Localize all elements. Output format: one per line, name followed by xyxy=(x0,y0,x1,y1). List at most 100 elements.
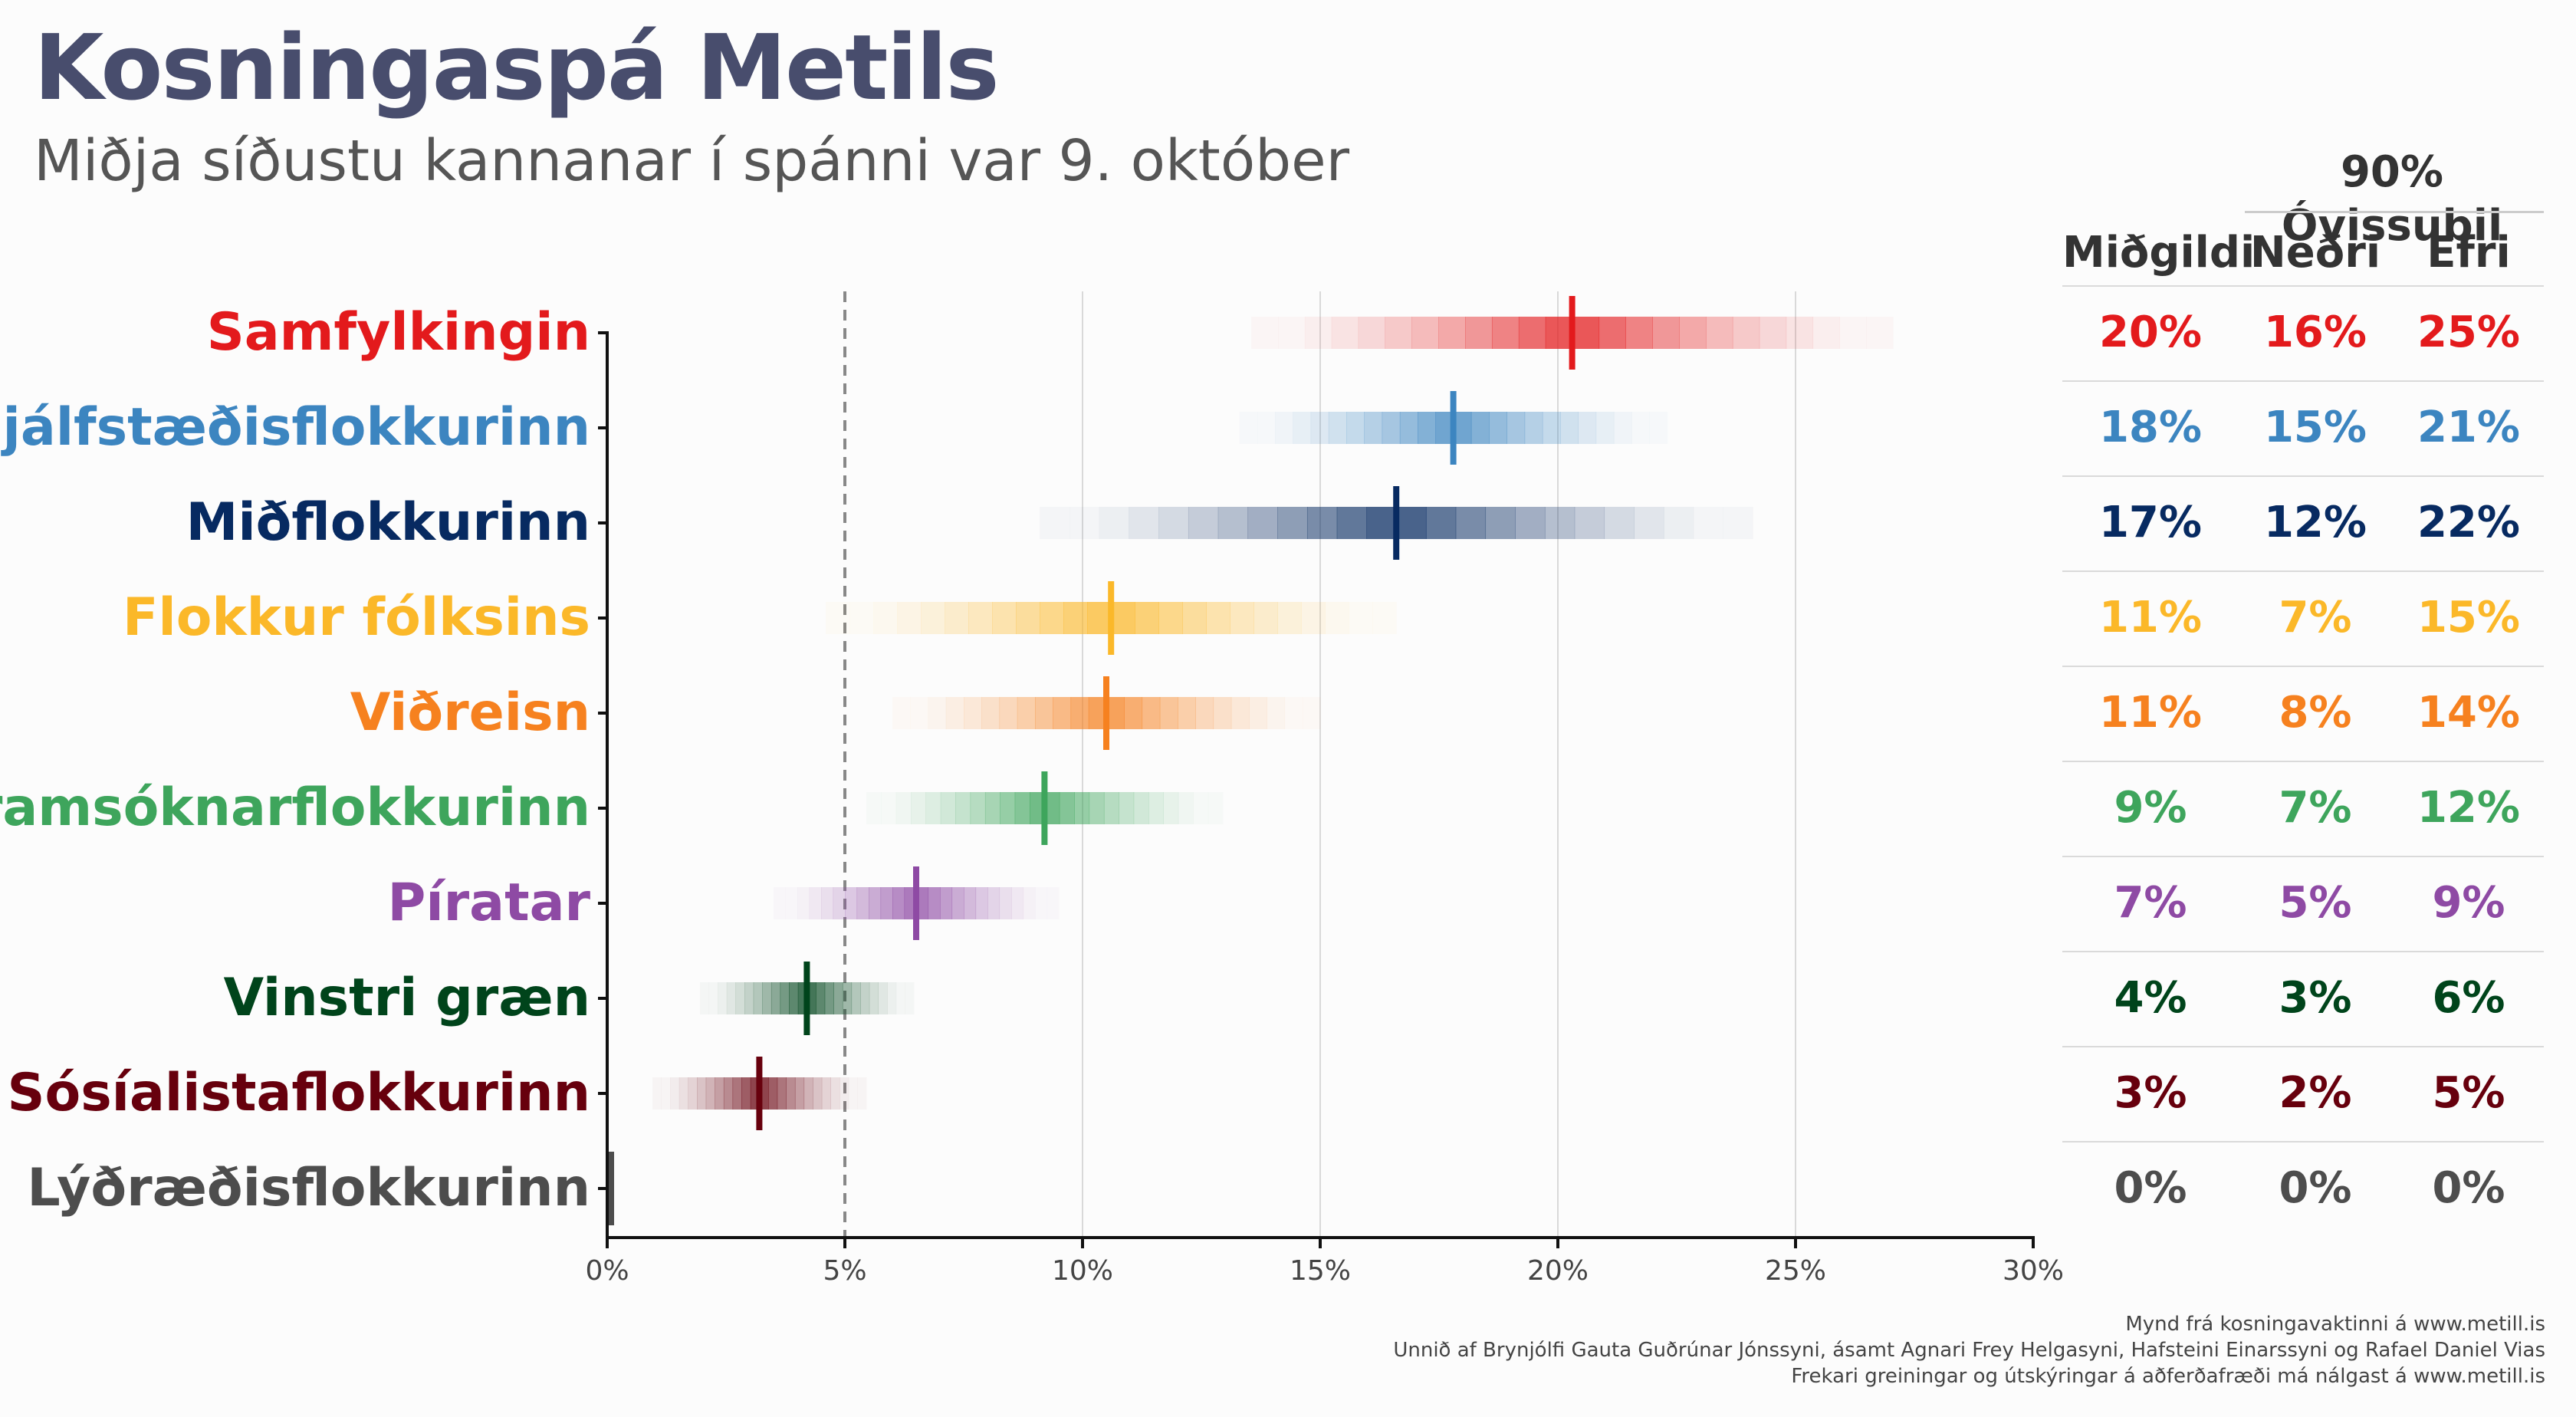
interval-segment xyxy=(803,1077,813,1110)
interval-segment xyxy=(1133,792,1149,824)
party-label: Flokkur fólksins xyxy=(122,587,590,648)
interval-segment xyxy=(856,887,869,919)
median-cell: 11% xyxy=(2098,688,2203,738)
interval-segment xyxy=(860,982,870,1014)
footer-line-2: Unnið af Brynjólfi Gauta Guðrúnar Jónssy… xyxy=(1393,1339,2545,1362)
interval-segment xyxy=(1195,697,1214,729)
interval-segment xyxy=(794,1077,805,1110)
interval-segment xyxy=(833,887,846,919)
x-tick-label: 20% xyxy=(1527,1255,1589,1287)
interval-segment xyxy=(1074,792,1090,824)
interval-segment xyxy=(709,982,718,1014)
interval-segment xyxy=(964,887,977,919)
interval-segment xyxy=(1385,317,1412,349)
interval-segment xyxy=(849,1077,858,1110)
interval-segment xyxy=(715,1077,724,1110)
interval-segment xyxy=(797,887,810,919)
median-cell: 11% xyxy=(2098,593,2203,643)
interval-segment xyxy=(786,1077,796,1110)
interval-segment xyxy=(905,982,914,1014)
interval-segment xyxy=(744,982,754,1014)
table-row-divider xyxy=(2062,856,2544,857)
interval-segment xyxy=(1372,602,1397,634)
interval-segment xyxy=(1089,792,1105,824)
interval-segment xyxy=(1346,412,1365,444)
interval-segment xyxy=(824,982,834,1014)
interval-segment xyxy=(1336,507,1368,539)
interval-segment xyxy=(726,982,736,1014)
interval-segment xyxy=(880,887,893,919)
interval-segment xyxy=(1040,602,1064,634)
interval-segment xyxy=(968,602,993,634)
interval-segment xyxy=(895,792,912,824)
interval-segment xyxy=(1425,507,1457,539)
interval-segment xyxy=(1099,507,1130,539)
interval-segment xyxy=(1303,697,1321,729)
median-column-header: Miðgildi xyxy=(2062,228,2256,278)
lower-cell: 8% xyxy=(2279,688,2352,738)
lower-cell: 0% xyxy=(2279,1163,2352,1213)
interval-segment xyxy=(866,792,882,824)
interval-segment xyxy=(1158,602,1183,634)
interval-segment xyxy=(1129,507,1159,539)
interval-segment xyxy=(809,887,822,919)
lower-cell: 2% xyxy=(2279,1068,2352,1118)
interval-segment xyxy=(688,1077,698,1110)
interval-segment xyxy=(1275,412,1293,444)
interval-segment xyxy=(984,792,1001,824)
interval-segment xyxy=(1435,412,1454,444)
interval-segment xyxy=(1230,602,1254,634)
median-cell: 18% xyxy=(2098,403,2203,452)
interval-segment xyxy=(1364,412,1383,444)
interval-segment xyxy=(857,1077,866,1110)
interval-segment xyxy=(1000,792,1016,824)
interval-segment xyxy=(921,602,945,634)
footer-line-1: Mynd frá kosningavaktinni á www.metill.i… xyxy=(2125,1313,2545,1336)
interval-segment xyxy=(987,887,1001,919)
interval-segment xyxy=(1470,412,1490,444)
median-cell: 0% xyxy=(2114,1163,2187,1213)
interval-segment xyxy=(1349,602,1373,634)
interval-segment xyxy=(1366,507,1397,539)
interval-segment xyxy=(1023,887,1036,919)
interval-segment xyxy=(951,887,964,919)
interval-segment xyxy=(873,602,898,634)
interval-segment xyxy=(1070,697,1089,729)
interval-segment xyxy=(1310,412,1329,444)
interval-segment xyxy=(1694,507,1723,539)
interval-segment xyxy=(816,982,826,1014)
interval-segment xyxy=(1277,507,1308,539)
lower-cell: 16% xyxy=(2263,307,2367,357)
interval-segment xyxy=(813,1077,823,1110)
interval-segment xyxy=(1382,412,1401,444)
interval-segment xyxy=(916,887,929,919)
interval-segment xyxy=(999,887,1012,919)
interval-segment xyxy=(1598,317,1626,349)
interval-segment xyxy=(670,1077,680,1110)
interval-segment xyxy=(1524,412,1543,444)
interval-segment xyxy=(1574,507,1605,539)
interval-segment xyxy=(928,697,947,729)
table-row-divider xyxy=(2062,1141,2544,1142)
interval-segment xyxy=(1604,507,1635,539)
interval-segment xyxy=(1358,317,1386,349)
interval-segment xyxy=(1839,317,1866,349)
interval-segment xyxy=(896,982,905,1014)
interval-segment xyxy=(1159,697,1178,729)
interval-segment xyxy=(735,982,745,1014)
interval-segment xyxy=(700,982,709,1014)
interval-segment xyxy=(897,602,922,634)
interval-segment xyxy=(925,792,941,824)
interval-segment xyxy=(1732,317,1760,349)
interval-segment xyxy=(1465,317,1493,349)
interval-segment xyxy=(1251,317,1278,349)
interval-segment xyxy=(845,887,858,919)
interval-segment xyxy=(1544,507,1576,539)
table-row-divider xyxy=(2062,666,2544,667)
interval-segment xyxy=(970,792,986,824)
interval-segment xyxy=(1418,412,1436,444)
interval-segment xyxy=(1578,412,1597,444)
interval-segment xyxy=(1063,602,1088,634)
interval-segment xyxy=(878,982,888,1014)
